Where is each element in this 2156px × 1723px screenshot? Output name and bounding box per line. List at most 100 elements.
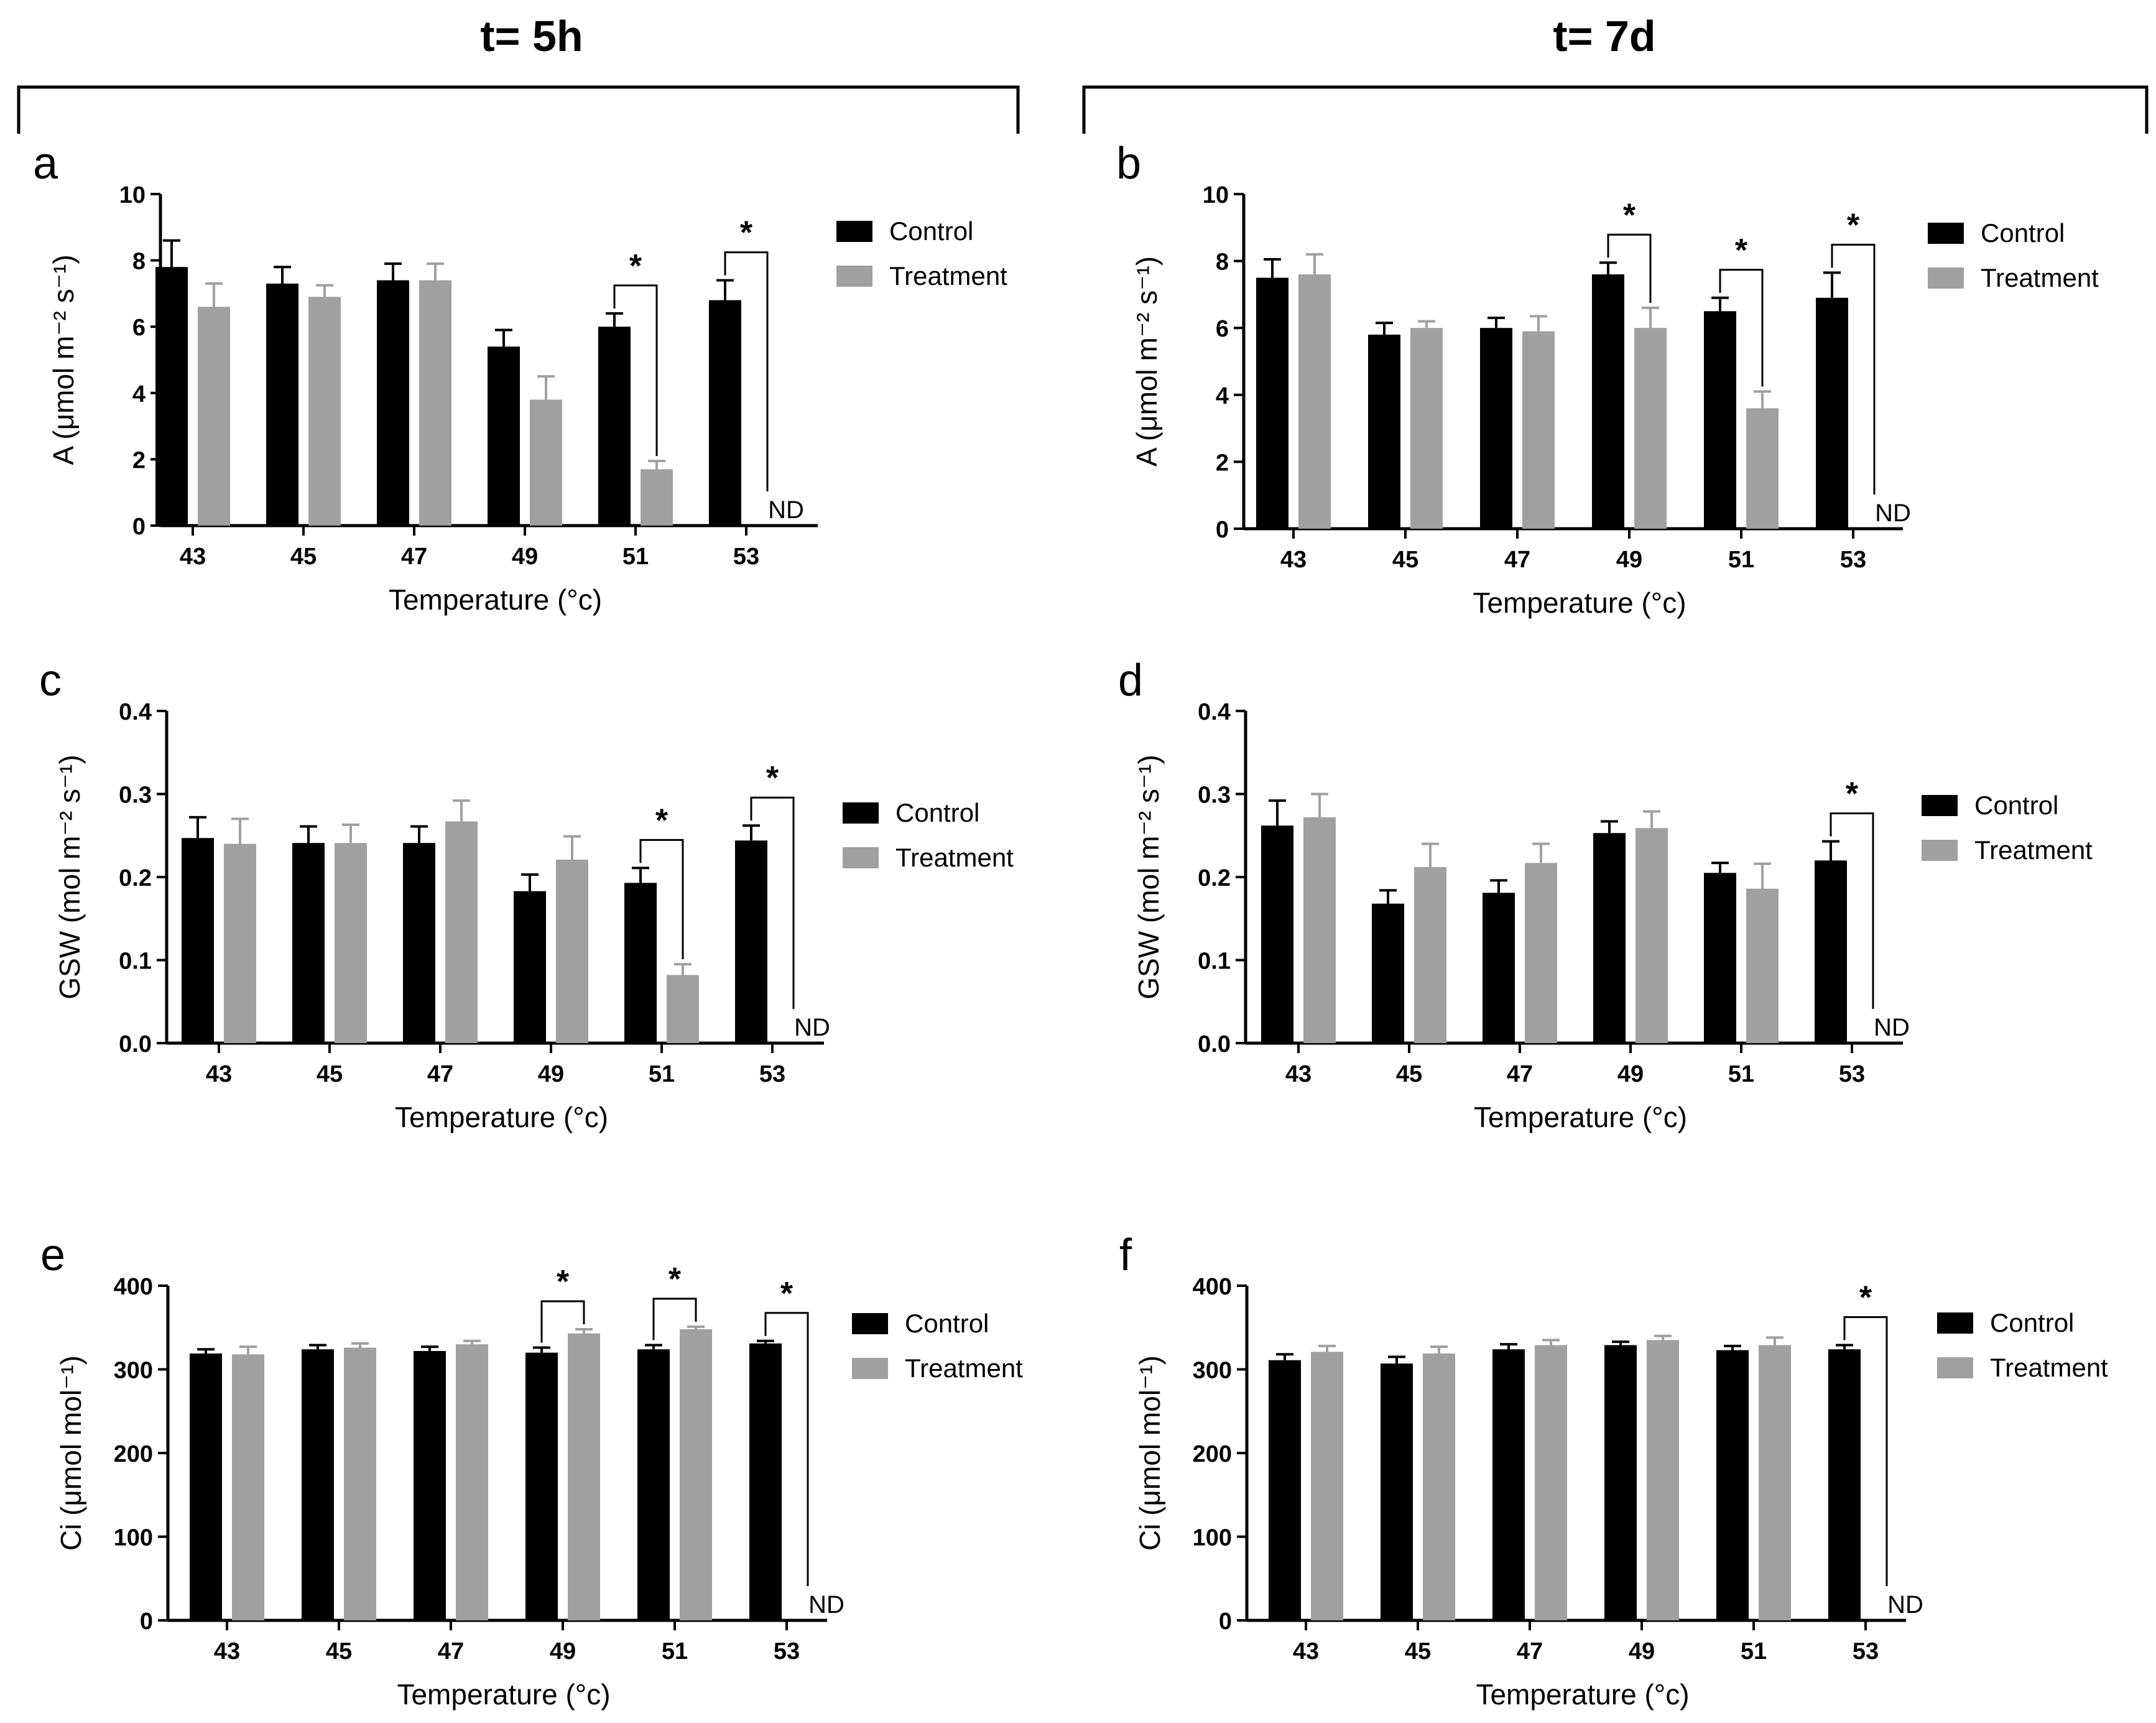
- control-bar: [377, 280, 409, 526]
- panel-letter: c: [39, 656, 62, 705]
- not-detected-label: ND: [1874, 1014, 1910, 1041]
- y-tick-label: 0.0: [119, 1031, 152, 1057]
- y-tick-label: 0.2: [1198, 865, 1231, 891]
- significance-marker: *: [1735, 233, 1748, 269]
- x-tick-label: 51: [622, 544, 649, 570]
- treatment-bar: [419, 280, 451, 526]
- treatment-bar: [530, 399, 562, 526]
- significance-bracket: [1830, 812, 1874, 1009]
- control-bar: [1716, 1350, 1749, 1620]
- control-bar: [1816, 297, 1848, 529]
- x-axis-title: Temperature (°c): [395, 1101, 608, 1133]
- treatment-bar: [1423, 1353, 1455, 1620]
- x-tick-label: 49: [1629, 1638, 1655, 1665]
- significance-bracket: [724, 251, 769, 491]
- legend-treatment-label: Treatment: [1990, 1353, 2108, 1382]
- significance-marker: *: [1859, 1279, 1872, 1316]
- control-bar: [1480, 328, 1512, 529]
- control-bar: [414, 1350, 446, 1620]
- timepoint-bracket-right: [1082, 85, 2149, 134]
- panel-letter: b: [1116, 139, 1141, 188]
- y-tick-label: 400: [114, 1274, 153, 1300]
- treatment-bar: [680, 1329, 712, 1620]
- treatment-bar: [568, 1333, 600, 1620]
- legend-treatment-label: Treatment: [895, 843, 1014, 872]
- y-tick-label: 8: [1216, 249, 1229, 276]
- significance-bracket: [540, 1300, 585, 1343]
- y-tick-label: 4: [1216, 383, 1229, 409]
- treatment-bar: [232, 1354, 264, 1620]
- significance-marker: *: [655, 802, 669, 838]
- y-tick-label: 0.1: [119, 949, 152, 975]
- x-tick-label: 49: [512, 544, 538, 570]
- x-tick-label: 49: [1616, 547, 1642, 573]
- panel-letter: a: [33, 139, 58, 188]
- significance-marker: *: [1623, 197, 1636, 233]
- treatment-bar: [1525, 863, 1557, 1043]
- control-bar: [525, 1352, 558, 1620]
- control-bar: [1269, 1360, 1301, 1620]
- x-tick-label: 51: [649, 1061, 675, 1087]
- legend-control-swatch: [1928, 223, 1964, 244]
- treatment-bar: [641, 469, 673, 526]
- legend-treatment-swatch: [852, 1358, 888, 1379]
- legend-control-label: Control: [889, 216, 973, 246]
- x-tick-label: 49: [550, 1638, 576, 1665]
- x-tick-label: 49: [1617, 1061, 1644, 1087]
- treatment-bar: [344, 1347, 376, 1620]
- control-bar: [403, 843, 435, 1043]
- x-axis-title: Temperature (°c): [397, 1678, 610, 1711]
- significance-marker: *: [629, 248, 642, 284]
- control-bar: [624, 883, 657, 1043]
- control-bar: [1704, 311, 1736, 529]
- x-tick-label: 53: [733, 544, 759, 570]
- control-bar: [637, 1349, 670, 1620]
- timepoint-bracket-left: [17, 85, 1020, 134]
- x-tick-label: 47: [438, 1638, 464, 1665]
- x-tick-label: 51: [1728, 1061, 1754, 1087]
- control-bar: [1483, 893, 1515, 1043]
- legend-control-swatch: [843, 802, 879, 824]
- legend-control-swatch: [1922, 795, 1958, 816]
- x-tick-label: 53: [1840, 547, 1866, 573]
- x-tick-label: 43: [1285, 1061, 1312, 1087]
- not-detected-label: ND: [1887, 1591, 1923, 1619]
- x-tick-label: 43: [214, 1638, 240, 1665]
- y-axis-title: A (μmol m⁻² s⁻¹): [47, 254, 80, 465]
- x-axis-title: Temperature (°c): [1474, 1101, 1687, 1133]
- control-bar: [1815, 860, 1847, 1043]
- y-tick-label: 8: [132, 249, 146, 275]
- significance-bracket: [1843, 1316, 1888, 1586]
- control-bar: [1261, 825, 1293, 1043]
- treatment-bar: [308, 297, 341, 526]
- treatment-bar: [667, 975, 699, 1043]
- panel-letter: d: [1118, 656, 1143, 705]
- x-tick-label: 45: [1392, 547, 1418, 573]
- panel-b: b 0 2 4 6 8 10 A (μmol m⁻² s⁻¹) 43 45 47 49 * 51 * 53 ND…: [1116, 139, 2099, 619]
- y-tick-label: 0.0: [1198, 1031, 1231, 1057]
- treatment-bar: [456, 1344, 488, 1620]
- treatment-bar: [198, 307, 230, 526]
- control-bar: [1368, 334, 1400, 529]
- y-axis-title: Ci (μmol mol⁻¹): [55, 1355, 87, 1551]
- x-tick-label: 51: [1728, 547, 1754, 573]
- treatment-bar: [1647, 1340, 1679, 1620]
- legend-treatment-swatch: [1937, 1357, 1973, 1378]
- legend-control-label: Control: [1981, 218, 2065, 248]
- control-bar: [182, 838, 214, 1043]
- x-tick-label: 53: [1853, 1638, 1879, 1665]
- control-bar: [488, 346, 520, 526]
- timepoint-title-left: t= 5h: [480, 12, 583, 60]
- control-bar: [735, 840, 767, 1043]
- x-tick-label: 47: [1507, 1061, 1533, 1087]
- control-bar: [749, 1343, 782, 1620]
- significance-bracket: [639, 838, 684, 960]
- control-bar: [598, 327, 631, 526]
- panel-letter: e: [40, 1230, 65, 1280]
- legend-treatment-label: Treatment: [1981, 263, 2099, 292]
- legend-control-swatch: [836, 221, 872, 242]
- not-detected-label: ND: [1875, 499, 1911, 527]
- treatment-bar: [1311, 1352, 1343, 1620]
- treatment-bar: [335, 843, 367, 1043]
